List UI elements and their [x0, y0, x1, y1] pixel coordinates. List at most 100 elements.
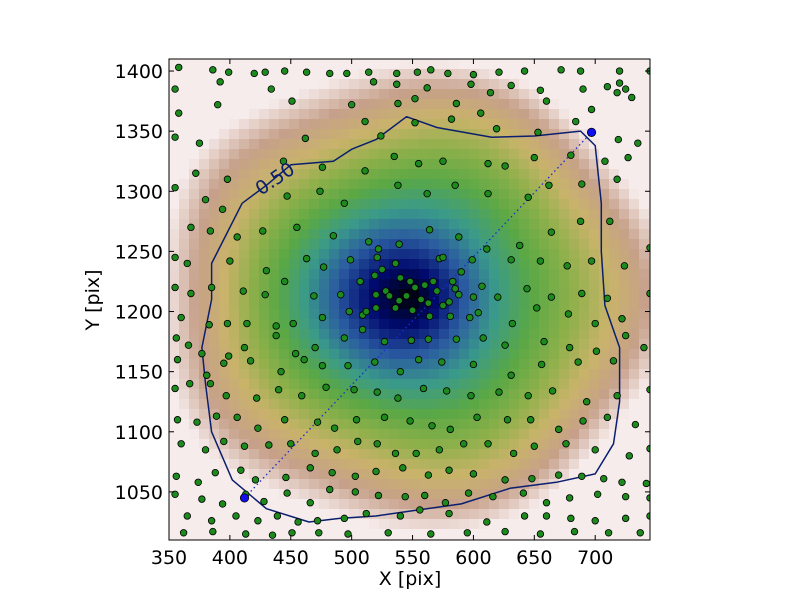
density-cell	[489, 159, 500, 170]
density-cell	[239, 239, 250, 250]
density-cell	[479, 309, 490, 320]
density-cell	[589, 309, 600, 320]
density-cell	[649, 69, 650, 80]
density-cell	[549, 449, 560, 460]
density-cell	[579, 159, 590, 170]
density-cell	[609, 289, 620, 300]
density-cell	[199, 409, 210, 420]
density-cell	[439, 99, 450, 110]
density-cell	[199, 299, 210, 310]
density-cell	[549, 279, 560, 290]
density-cell	[279, 529, 290, 540]
density-cell	[459, 329, 470, 340]
scatter-point	[171, 85, 179, 93]
density-cell	[289, 69, 300, 80]
density-cell	[229, 359, 240, 370]
density-cell	[229, 159, 240, 170]
density-cell	[559, 509, 570, 520]
scatter-point	[223, 175, 232, 183]
density-cell	[319, 349, 330, 360]
density-cell	[379, 139, 390, 150]
density-cell	[509, 59, 520, 70]
density-cell	[399, 59, 410, 70]
density-cell	[349, 139, 360, 150]
density-cell	[369, 59, 380, 70]
scatter-point	[534, 128, 542, 137]
density-cell	[179, 229, 190, 240]
density-cell	[629, 469, 640, 480]
density-cell	[459, 309, 470, 320]
density-cell	[649, 309, 650, 320]
scatter-point	[406, 417, 414, 425]
density-cell	[449, 119, 460, 130]
density-cell	[289, 129, 300, 140]
density-cell	[529, 299, 540, 310]
density-cell	[629, 399, 640, 410]
density-cell	[249, 479, 260, 490]
density-cell	[299, 359, 310, 370]
scatter-point	[516, 241, 524, 250]
density-cell	[259, 459, 270, 470]
scatter-point	[572, 117, 580, 126]
density-cell	[439, 239, 450, 250]
density-cell	[549, 379, 560, 390]
density-cell	[339, 499, 350, 510]
density-cell	[279, 209, 290, 220]
density-cell	[189, 109, 200, 120]
density-cell	[189, 129, 200, 140]
density-cell	[309, 479, 320, 490]
density-cell	[229, 289, 240, 300]
scatter-point	[207, 517, 216, 525]
density-cell	[189, 69, 200, 80]
density-cell	[529, 229, 540, 240]
scatter-point	[186, 379, 194, 388]
scatter-point	[171, 384, 179, 393]
density-cell	[639, 539, 650, 540]
density-cell	[439, 79, 450, 90]
density-cell	[259, 169, 270, 180]
scatter-point	[587, 257, 596, 265]
scatter-point	[205, 321, 213, 329]
density-cell	[569, 139, 580, 150]
density-cell	[589, 289, 600, 300]
density-cell	[499, 219, 510, 230]
density-cell	[199, 109, 210, 120]
density-cell	[629, 229, 640, 240]
density-cell	[549, 269, 560, 280]
scatter-point	[172, 334, 181, 342]
density-cell	[549, 419, 560, 430]
density-cell	[439, 229, 450, 240]
density-cell	[279, 439, 290, 450]
density-cell	[239, 519, 250, 530]
density-cell	[189, 389, 200, 400]
density-cell	[389, 419, 400, 430]
density-cell	[639, 359, 650, 370]
density-cell	[619, 59, 630, 70]
density-cell	[539, 249, 550, 260]
density-cell	[409, 379, 420, 390]
density-cell	[479, 119, 490, 130]
density-cell	[649, 189, 650, 200]
density-cell	[409, 469, 420, 480]
density-cell	[449, 369, 460, 380]
density-cell	[349, 319, 360, 330]
scatter-point	[209, 66, 217, 74]
density-cell	[349, 369, 360, 380]
density-cell	[229, 179, 240, 190]
density-cell	[359, 359, 370, 370]
density-cell	[319, 389, 330, 400]
density-cell	[579, 79, 590, 90]
density-cell	[249, 389, 260, 400]
density-cell	[499, 329, 510, 340]
density-cell	[639, 119, 650, 130]
density-cell	[269, 269, 280, 280]
scatter-point	[326, 485, 334, 494]
density-cell	[329, 509, 340, 520]
density-cell	[359, 389, 370, 400]
density-cell	[649, 289, 650, 300]
density-cell	[199, 309, 210, 320]
scatter-point	[408, 306, 417, 315]
density-cell	[259, 429, 270, 440]
density-cell	[479, 429, 490, 440]
density-cell	[219, 379, 230, 390]
